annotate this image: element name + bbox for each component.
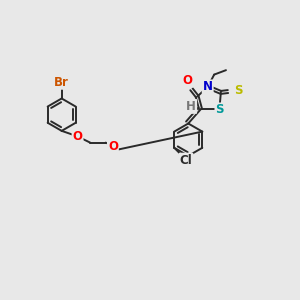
Text: Cl: Cl [180, 154, 192, 167]
Text: O: O [108, 140, 118, 153]
Text: Br: Br [54, 76, 69, 89]
Text: N: N [203, 80, 213, 93]
Text: S: S [234, 84, 242, 97]
Text: S: S [215, 103, 224, 116]
Text: O: O [73, 130, 82, 143]
Text: O: O [182, 74, 192, 87]
Text: H: H [186, 100, 196, 113]
